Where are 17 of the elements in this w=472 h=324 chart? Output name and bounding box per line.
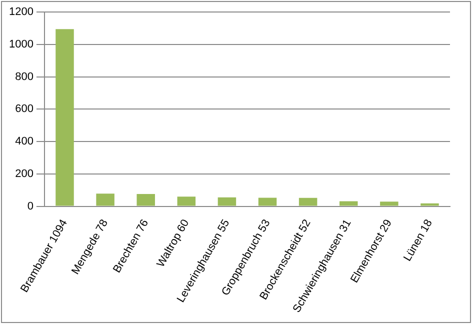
bar — [258, 198, 277, 206]
bar — [218, 197, 236, 206]
bar — [339, 201, 358, 206]
bar — [380, 202, 398, 206]
y-tick-label: 400 — [15, 136, 34, 148]
y-tick-label: 1000 — [8, 38, 34, 50]
y-tick-label: 1200 — [8, 6, 34, 18]
bar — [136, 194, 155, 206]
y-tick-label: 800 — [15, 70, 34, 83]
bar — [420, 203, 439, 206]
y-tick-label: 200 — [15, 168, 34, 180]
y-tick-label: 0 — [27, 200, 34, 212]
bar — [177, 196, 196, 206]
bar — [96, 194, 114, 206]
y-tick-label: 600 — [15, 103, 34, 116]
bar — [298, 198, 318, 206]
bar — [56, 29, 74, 206]
